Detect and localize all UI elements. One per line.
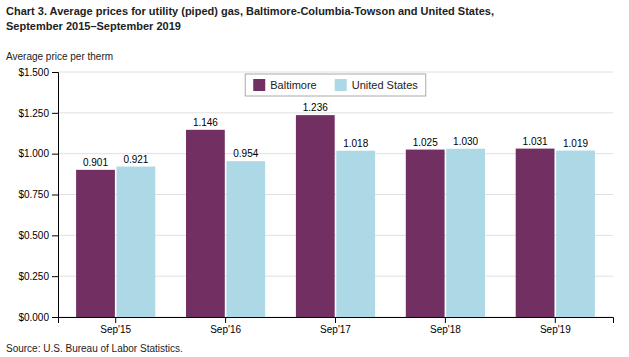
y-axis-line	[52, 73, 59, 318]
bar	[76, 170, 115, 317]
data-label: 0.901	[83, 157, 108, 168]
subtitle: September 2015–September 2019	[6, 20, 181, 32]
y-tick: $1.500	[18, 67, 58, 78]
data-label: 1.030	[453, 136, 478, 147]
y-tick-mark	[52, 72, 58, 73]
chart: Chart 3. Average prices for utility (pip…	[0, 0, 629, 357]
x-tick-label: Sep'18	[430, 324, 461, 335]
x-tick-mark	[115, 317, 116, 323]
bar	[117, 167, 156, 317]
y-tick-mark	[52, 113, 58, 114]
x-axis-line	[59, 318, 614, 324]
y-tick: $0.500	[18, 230, 58, 241]
x-tick-mark	[555, 317, 556, 323]
legend-box	[245, 74, 426, 96]
y-axis-label: Average price per therm	[6, 51, 113, 62]
y-tick-label: $0.500	[18, 230, 49, 241]
legend-label: United States	[352, 79, 419, 91]
x-axis: Sep'15 Sep'16 Sep'17 Sep'18 Sep'19	[59, 317, 614, 335]
data-label: 0.954	[233, 148, 258, 159]
y-tick: $1.000	[18, 148, 58, 159]
y-tick-mark	[52, 154, 58, 155]
x-tick: Sep'19	[540, 317, 571, 335]
bar	[516, 149, 555, 317]
y-tick: $0.250	[18, 271, 58, 282]
data-label: 1.019	[563, 138, 588, 149]
x-tick: Sep'16	[210, 317, 241, 335]
x-tick: Sep'18	[430, 317, 461, 335]
y-tick: $0.000	[18, 312, 58, 323]
x-tick-mark	[225, 317, 226, 323]
x-tick-label: Sep'17	[320, 324, 351, 335]
bar	[406, 150, 445, 317]
x-tick-label: Sep'19	[540, 324, 571, 335]
data-label: 1.146	[193, 117, 218, 128]
source: Source: U.S. Bureau of Labor Statistics.	[6, 343, 183, 354]
y-tick-label: $0.750	[18, 189, 49, 200]
y-tick: $0.750	[18, 189, 58, 200]
x-tick: Sep'15	[100, 317, 131, 335]
legend-label: Baltimore	[270, 79, 316, 91]
legend: Baltimore United States	[245, 74, 426, 96]
legend-swatch	[335, 79, 347, 91]
data-label: 0.921	[123, 154, 148, 165]
plot: $0.000 $0.250 $0.500 $0.750 $1.000 $1.250 $1.5…	[18, 67, 613, 335]
y-tick: $1.250	[18, 108, 58, 119]
x-tick-label: Sep'16	[210, 324, 241, 335]
bar	[556, 151, 595, 317]
bars	[76, 115, 595, 317]
data-label: 1.236	[303, 102, 328, 113]
legend-item: United States	[335, 79, 419, 91]
bar	[186, 130, 225, 317]
y-tick-label: $1.250	[18, 108, 49, 119]
y-tick-label: $0.000	[18, 312, 49, 323]
data-label: 1.025	[413, 137, 438, 148]
bar	[446, 149, 485, 317]
bar	[296, 115, 335, 317]
data-labels: 0.901 1.146 1.236 1.025 1.031 0.921 0.954 1.018…	[83, 102, 588, 168]
y-tick-label: $0.250	[18, 271, 49, 282]
y-tick-mark	[52, 317, 58, 318]
y-tick-mark	[52, 195, 58, 196]
legend-swatch	[253, 79, 265, 91]
y-tick-mark	[52, 276, 58, 277]
x-tick-mark	[445, 317, 446, 323]
x-tick: Sep'17	[320, 317, 351, 335]
bar	[226, 161, 265, 317]
bar	[336, 151, 375, 317]
data-label: 1.031	[523, 136, 548, 147]
grid	[58, 72, 613, 317]
y-tick-mark	[52, 235, 58, 236]
legend-item: Baltimore	[253, 79, 316, 91]
x-tick-label: Sep'15	[100, 324, 131, 335]
y-tick-label: $1.500	[18, 67, 49, 78]
x-tick-mark	[335, 317, 336, 323]
grid-line	[58, 72, 613, 73]
y-tick-label: $1.000	[18, 148, 49, 159]
y-axis: $0.000 $0.250 $0.500 $0.750 $1.000 $1.250 $1.5…	[18, 67, 58, 323]
title: Chart 3. Average prices for utility (pip…	[6, 5, 494, 17]
data-label: 1.018	[343, 138, 368, 149]
grid-line	[58, 112, 613, 113]
